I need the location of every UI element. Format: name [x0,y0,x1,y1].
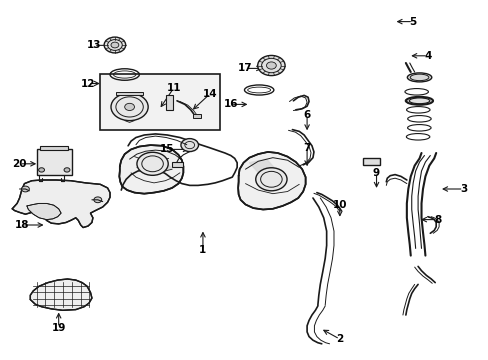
Circle shape [257,55,285,76]
Polygon shape [27,203,61,220]
Circle shape [94,197,102,203]
Text: 9: 9 [372,168,379,178]
Text: 12: 12 [81,78,95,89]
Text: 13: 13 [86,40,101,50]
Text: 7: 7 [303,143,310,153]
Text: 14: 14 [203,89,217,99]
Bar [40,146,68,150]
Text: 3: 3 [459,184,466,194]
Polygon shape [30,279,92,310]
Circle shape [266,62,276,69]
Text: 11: 11 [166,83,181,93]
Text: 4: 4 [423,51,431,61]
Text: 6: 6 [303,110,310,120]
Bar [362,158,380,165]
Polygon shape [12,180,110,228]
Text: 20: 20 [12,159,27,169]
Circle shape [137,152,168,175]
Circle shape [111,42,119,48]
Bar [192,114,201,118]
Text: 1: 1 [199,245,206,255]
Bar [172,162,183,167]
Text: 2: 2 [336,334,343,344]
Circle shape [21,186,29,192]
Bar [116,92,143,95]
Text: 15: 15 [160,144,174,154]
Text: 8: 8 [433,215,440,225]
Circle shape [111,93,148,121]
Text: 10: 10 [332,200,346,210]
Circle shape [181,139,198,152]
Ellipse shape [405,97,432,105]
Circle shape [39,168,44,172]
Bar [37,149,72,175]
Text: 16: 16 [223,99,238,109]
Ellipse shape [407,73,431,82]
Polygon shape [249,159,276,174]
Circle shape [255,168,286,191]
Text: 19: 19 [51,323,66,333]
Circle shape [64,168,70,172]
Polygon shape [141,157,172,170]
Circle shape [104,37,125,53]
Text: 17: 17 [238,63,252,73]
Polygon shape [119,145,183,194]
Circle shape [124,103,134,111]
Polygon shape [238,152,305,210]
Text: 5: 5 [409,17,416,27]
Bar [166,95,173,110]
Text: 18: 18 [15,220,29,230]
Bar [100,74,220,130]
